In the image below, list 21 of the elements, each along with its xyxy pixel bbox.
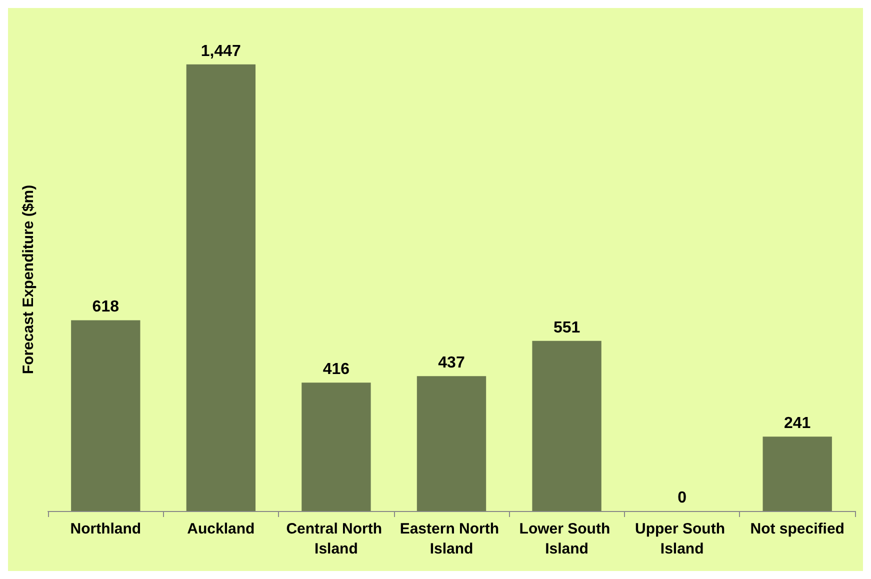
data-label: 1,447 (200, 42, 242, 60)
data-label: 437 (438, 354, 465, 372)
bar (186, 64, 256, 511)
x-tick-label: Auckland (187, 520, 255, 538)
data-label: 551 (553, 319, 580, 336)
x-tick-label: Lower South Island (519, 520, 614, 558)
bar (71, 320, 140, 511)
bar (532, 340, 602, 511)
x-tick-label: Eastern North Island (400, 520, 504, 558)
data-label: 416 (322, 361, 350, 378)
bar (416, 376, 486, 511)
x-tick-label: Northland (70, 520, 142, 538)
x-tick-label: Upper South Island (634, 520, 730, 558)
data-label: 0 (678, 490, 687, 506)
data-label: 618 (92, 298, 120, 316)
bar (762, 436, 832, 511)
x-tick-label: Central North Island (286, 520, 386, 558)
data-label: 241 (784, 415, 811, 432)
x-tick-label: Not specified (750, 520, 844, 538)
y-axis-title: Forecast Expenditure ($m) (20, 184, 37, 374)
bar (302, 382, 371, 511)
